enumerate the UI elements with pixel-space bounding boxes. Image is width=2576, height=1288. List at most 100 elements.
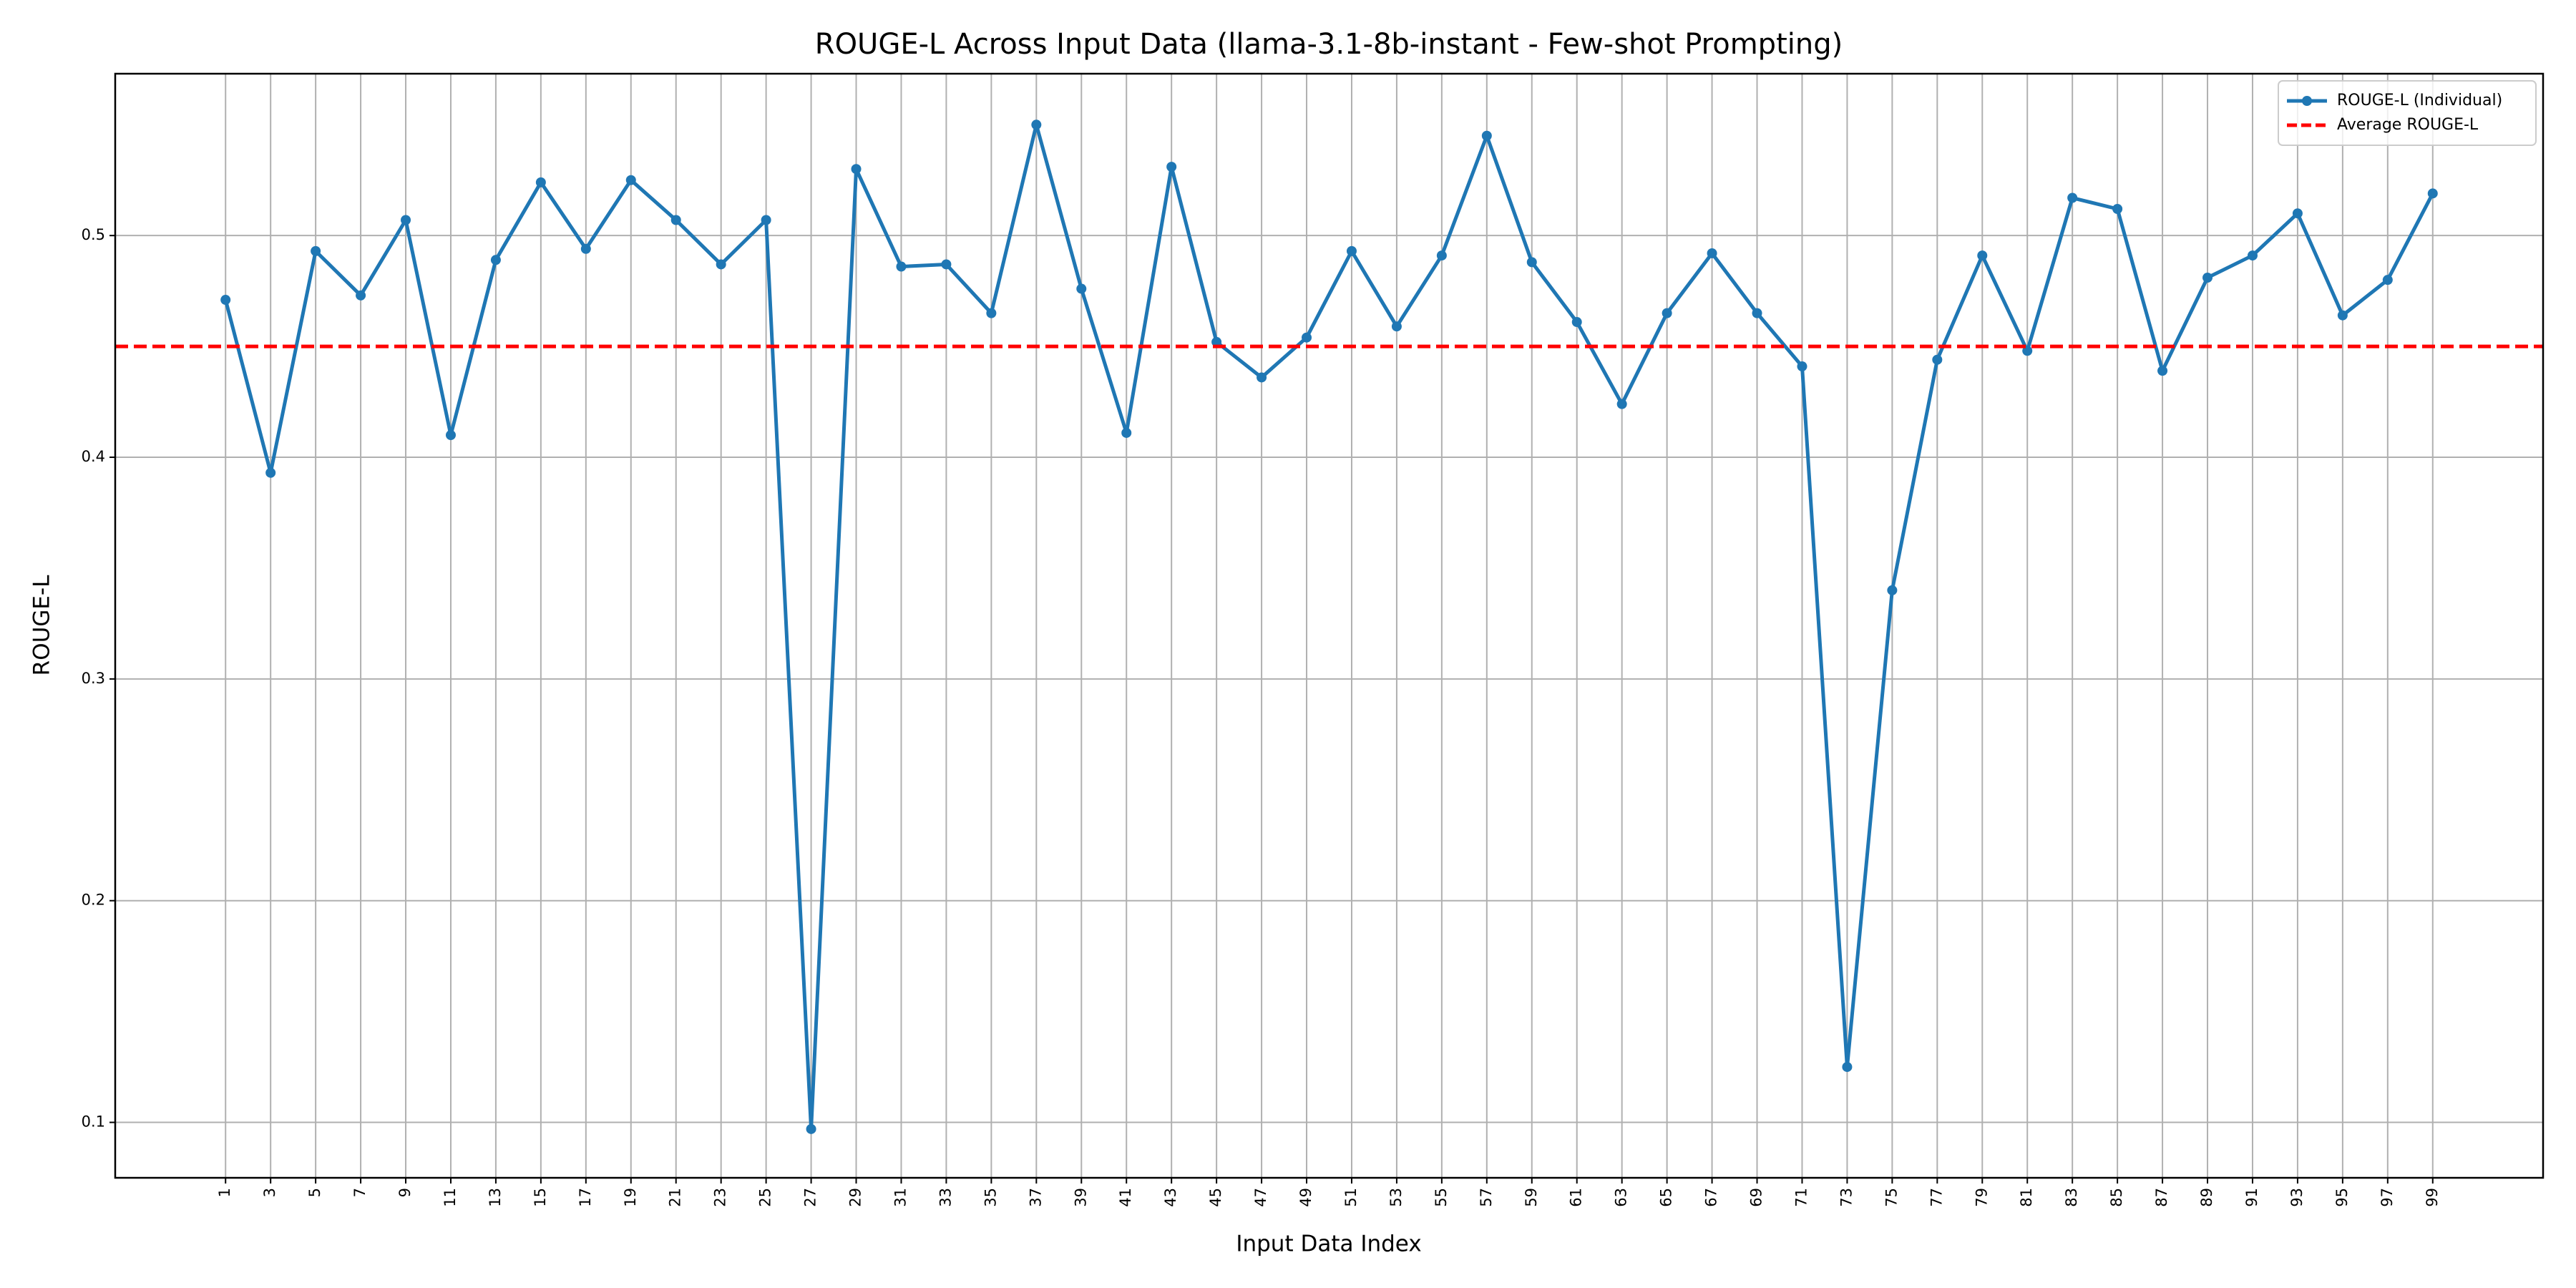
x-tick-label: 75 bbox=[1883, 1188, 1900, 1207]
x-tick-label: 9 bbox=[396, 1188, 414, 1197]
x-tick-label: 71 bbox=[1792, 1188, 1810, 1207]
x-tick-label: 65 bbox=[1658, 1188, 1675, 1207]
x-tick-label: 33 bbox=[937, 1188, 954, 1207]
x-tick-label: 63 bbox=[1613, 1188, 1630, 1207]
data-point bbox=[1977, 250, 1988, 261]
x-tick-label: 59 bbox=[1523, 1188, 1540, 1207]
data-point bbox=[580, 243, 591, 254]
x-tick-label: 55 bbox=[1433, 1188, 1450, 1207]
data-point bbox=[2247, 250, 2258, 261]
legend-marker bbox=[2302, 96, 2312, 106]
data-point bbox=[401, 215, 411, 225]
x-tick-label: 73 bbox=[1838, 1188, 1855, 1207]
x-tick-label: 67 bbox=[1703, 1188, 1720, 1207]
data-point bbox=[490, 255, 501, 265]
data-point bbox=[2427, 188, 2438, 199]
x-tick-label: 35 bbox=[982, 1188, 999, 1207]
x-tick-label: 31 bbox=[892, 1188, 909, 1207]
x-tick-label: 83 bbox=[2063, 1188, 2080, 1207]
data-point bbox=[265, 467, 276, 478]
legend-label: Average ROUGE-L bbox=[2337, 116, 2479, 134]
data-point bbox=[356, 290, 366, 301]
y-tick-label: 0.1 bbox=[82, 1113, 105, 1131]
data-point bbox=[1662, 308, 1672, 318]
x-tick-label: 69 bbox=[1748, 1188, 1765, 1207]
data-point bbox=[1526, 257, 1537, 268]
x-axis-label: Input Data Index bbox=[1236, 1231, 1421, 1257]
data-point bbox=[625, 175, 636, 185]
data-point bbox=[1166, 162, 1177, 172]
x-tick-label: 5 bbox=[306, 1188, 323, 1197]
data-point bbox=[2157, 366, 2168, 376]
data-point bbox=[1211, 336, 1222, 347]
x-tick-label: 47 bbox=[1252, 1188, 1269, 1207]
x-tick-label: 23 bbox=[712, 1188, 729, 1207]
plot-frame bbox=[114, 72, 2545, 1179]
data-point bbox=[535, 177, 546, 187]
data-point bbox=[1436, 250, 1447, 261]
x-tick-label: 1 bbox=[216, 1188, 233, 1197]
x-tick-label: 7 bbox=[351, 1188, 369, 1197]
data-point bbox=[2202, 273, 2213, 283]
data-point bbox=[1571, 317, 1582, 328]
data-point bbox=[1346, 245, 1357, 256]
y-tick-label: 0.4 bbox=[82, 448, 105, 465]
data-point bbox=[1842, 1062, 1853, 1073]
data-point bbox=[670, 215, 681, 225]
data-point bbox=[1887, 585, 1898, 595]
legend: ROUGE-L (Individual) Average ROUGE-L bbox=[2278, 80, 2537, 146]
x-tick-label: 49 bbox=[1297, 1188, 1314, 1207]
x-tick-label: 21 bbox=[667, 1188, 684, 1207]
x-tick-label: 61 bbox=[1568, 1188, 1585, 1207]
x-tick-label: 3 bbox=[261, 1188, 278, 1197]
x-tick-label: 79 bbox=[1973, 1188, 1990, 1207]
x-tick-label: 87 bbox=[2153, 1188, 2170, 1207]
x-tick-label: 19 bbox=[622, 1188, 639, 1207]
data-point bbox=[2022, 346, 2033, 356]
data-point bbox=[1752, 308, 1762, 318]
data-point bbox=[1031, 119, 1042, 130]
x-tick-label: 13 bbox=[487, 1188, 504, 1207]
data-point bbox=[986, 308, 997, 318]
y-tick-label: 0.5 bbox=[82, 226, 105, 243]
x-tick-label: 91 bbox=[2243, 1188, 2260, 1207]
x-tick-label: 43 bbox=[1162, 1188, 1179, 1207]
x-tick-label: 89 bbox=[2198, 1188, 2215, 1207]
data-point bbox=[220, 295, 231, 306]
data-point bbox=[2292, 208, 2303, 219]
x-tick-label: 39 bbox=[1072, 1188, 1089, 1207]
data-point bbox=[1121, 427, 1132, 438]
legend-box bbox=[2278, 80, 2537, 146]
data-point bbox=[1257, 372, 1267, 383]
data-point bbox=[851, 164, 862, 175]
x-tick-label: 37 bbox=[1027, 1188, 1044, 1207]
data-point bbox=[1302, 332, 1312, 343]
x-tick-label: 41 bbox=[1117, 1188, 1134, 1207]
x-tick-label: 11 bbox=[441, 1188, 459, 1207]
data-point bbox=[716, 259, 726, 270]
x-tick-label: 27 bbox=[802, 1188, 819, 1207]
x-tick-label: 17 bbox=[577, 1188, 594, 1207]
x-tick-label: 29 bbox=[847, 1188, 864, 1207]
x-tick-label: 51 bbox=[1342, 1188, 1360, 1207]
chart-title: ROUGE-L Across Input Data (llama-3.1-8b-… bbox=[815, 28, 1843, 61]
data-point bbox=[1481, 130, 1492, 141]
x-tick-label: 15 bbox=[532, 1188, 549, 1207]
data-point bbox=[806, 1123, 816, 1134]
y-axis-label: ROUGE-L bbox=[29, 575, 55, 675]
data-point bbox=[2067, 192, 2078, 203]
data-point bbox=[2337, 310, 2348, 321]
x-tick-label: 81 bbox=[2018, 1188, 2035, 1207]
data-point bbox=[2382, 275, 2393, 286]
x-tick-label: 77 bbox=[1928, 1188, 1945, 1207]
x-tick-label: 45 bbox=[1207, 1188, 1224, 1207]
x-tick-label: 25 bbox=[757, 1188, 774, 1207]
x-tick-label: 97 bbox=[2379, 1188, 2396, 1207]
data-point bbox=[941, 259, 952, 270]
x-tick-label: 53 bbox=[1387, 1188, 1405, 1207]
data-point bbox=[1797, 361, 1807, 371]
data-point bbox=[761, 215, 771, 225]
data-line bbox=[223, 122, 2434, 1131]
